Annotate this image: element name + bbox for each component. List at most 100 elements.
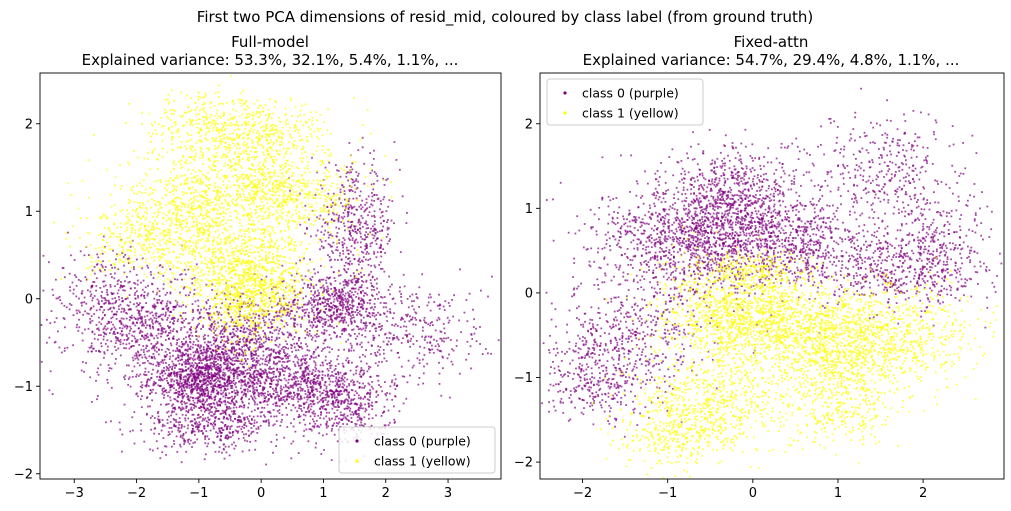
data-point xyxy=(76,285,78,287)
data-point xyxy=(126,328,128,330)
data-point xyxy=(111,387,113,389)
data-point xyxy=(242,366,244,368)
data-point xyxy=(331,294,333,296)
data-point xyxy=(338,295,340,297)
data-point xyxy=(406,222,408,224)
data-point xyxy=(310,236,312,238)
data-point xyxy=(176,331,178,333)
data-point xyxy=(357,312,359,314)
data-point xyxy=(143,351,145,353)
data-point xyxy=(459,269,461,271)
data-point xyxy=(449,397,451,399)
data-point xyxy=(170,415,172,417)
data-point xyxy=(241,363,243,365)
data-point xyxy=(300,326,302,328)
data-point xyxy=(182,437,184,439)
data-point xyxy=(329,351,331,353)
data-point xyxy=(375,354,377,356)
data-point xyxy=(299,307,301,309)
data-point xyxy=(309,392,311,394)
data-point xyxy=(120,333,122,335)
data-point xyxy=(316,420,318,422)
data-point xyxy=(200,406,202,408)
data-point xyxy=(328,315,330,317)
data-point xyxy=(325,415,327,417)
data-point xyxy=(448,302,450,304)
data-point xyxy=(357,281,359,283)
data-point xyxy=(350,275,352,277)
data-point xyxy=(357,416,359,418)
data-point xyxy=(313,300,315,302)
data-point xyxy=(305,275,307,277)
data-point xyxy=(361,303,363,305)
data-point xyxy=(222,422,224,424)
data-point xyxy=(418,306,420,308)
data-point xyxy=(304,205,306,207)
data-point xyxy=(265,358,267,360)
data-point xyxy=(193,377,195,379)
data-point xyxy=(275,352,277,354)
data-point xyxy=(192,303,194,305)
data-point xyxy=(283,298,285,300)
data-point xyxy=(460,331,462,333)
data-point xyxy=(383,341,385,343)
data-point xyxy=(299,404,301,406)
data-point xyxy=(381,415,383,417)
data-point xyxy=(172,330,174,332)
data-point xyxy=(275,405,277,407)
data-point xyxy=(342,297,344,299)
data-point xyxy=(46,342,48,344)
data-point xyxy=(388,341,390,343)
data-point xyxy=(227,342,229,344)
data-point xyxy=(347,394,349,396)
data-point xyxy=(349,260,351,262)
data-point xyxy=(71,304,73,306)
data-point xyxy=(369,394,371,396)
data-point xyxy=(251,411,253,413)
data-point xyxy=(326,363,328,365)
data-point xyxy=(374,266,376,268)
data-point xyxy=(317,396,319,398)
data-point xyxy=(349,314,351,316)
data-point xyxy=(404,286,406,288)
data-point xyxy=(399,291,401,293)
data-point xyxy=(143,337,145,339)
data-point xyxy=(194,419,196,421)
data-point xyxy=(145,335,147,337)
data-point xyxy=(369,206,371,208)
data-point xyxy=(334,277,336,279)
data-point xyxy=(290,318,292,320)
data-point xyxy=(146,351,148,353)
data-point xyxy=(310,297,312,299)
data-point xyxy=(190,332,192,334)
data-point xyxy=(196,385,198,387)
data-point xyxy=(342,306,344,308)
data-point xyxy=(377,251,379,253)
data-point xyxy=(224,437,226,439)
data-point xyxy=(196,377,198,379)
data-point xyxy=(310,428,312,430)
data-point xyxy=(311,406,313,408)
data-point xyxy=(358,273,360,275)
data-point xyxy=(330,381,332,383)
data-point xyxy=(312,327,314,329)
data-point xyxy=(177,396,179,398)
data-point xyxy=(349,264,351,266)
data-point xyxy=(334,402,336,404)
data-point xyxy=(362,217,364,219)
data-point xyxy=(141,308,143,310)
data-point xyxy=(350,343,352,345)
data-point xyxy=(347,339,349,341)
data-point xyxy=(325,318,327,320)
data-point xyxy=(91,351,93,353)
data-point xyxy=(173,374,175,376)
data-point xyxy=(374,220,376,222)
data-point xyxy=(332,202,334,204)
data-point xyxy=(312,394,314,396)
data-point xyxy=(328,378,330,380)
data-point xyxy=(349,226,351,228)
data-point xyxy=(178,421,180,423)
data-point xyxy=(389,332,391,334)
data-point xyxy=(323,305,325,307)
data-point xyxy=(187,374,189,376)
